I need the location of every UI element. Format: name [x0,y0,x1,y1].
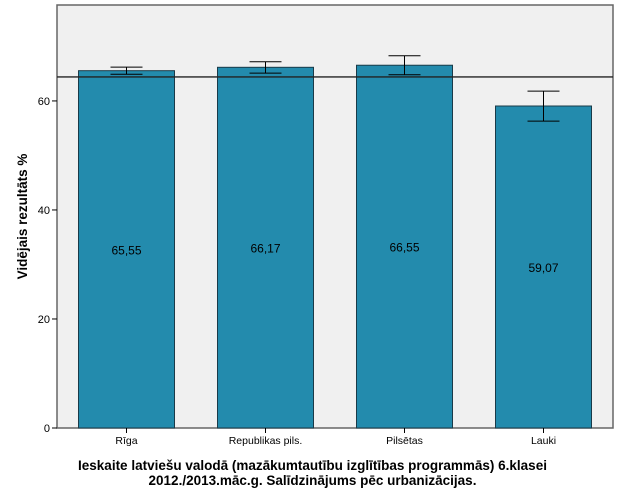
bar-value-label: 59,07 [528,261,558,275]
y-tick-label: 20 [38,314,50,326]
y-tick-label: 0 [44,423,50,435]
bar [217,66,314,429]
x-tick-label: Pilsētas [386,435,423,447]
x-tick-label: Rīga [115,435,137,447]
x-tick-label: Lauki [531,435,556,447]
chart-caption-line2: 2012./2013.māc.g. Salīdzinājums pēc urba… [148,473,477,488]
bar-value-label: 65,55 [111,243,141,257]
bar-value-label: 66,17 [250,242,280,256]
bar [495,105,592,429]
y-tick-label: 40 [38,205,50,217]
x-tick-label: Republikas pils. [229,435,303,447]
chart-caption-line1: Ieskaite latviešu valodā (mazākumtautību… [78,458,547,473]
bar-chart: 0 20 40 60 Vidējais rezultāts % 65,55 Rīga 66,1… [15,4,614,447]
y-tick-label: 60 [38,96,50,108]
bar-value-label: 66,55 [389,241,419,255]
y-axis-label: Vidējais rezultāts % [15,154,30,280]
